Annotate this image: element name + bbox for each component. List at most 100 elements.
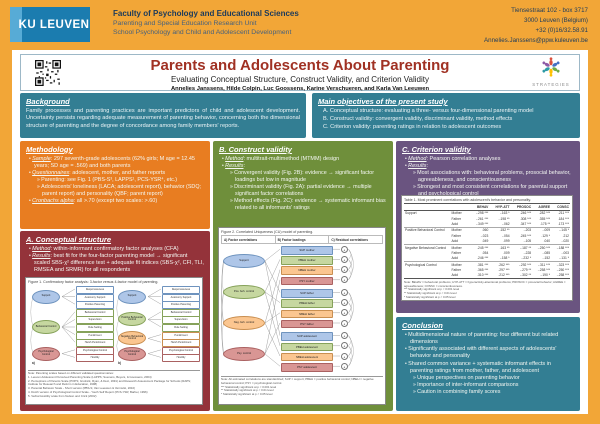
indicator-box: Supervision <box>76 316 114 325</box>
sub-bullet-text: Importance of inter-informant comparison… <box>417 381 519 388</box>
manifest-box: NBEH father <box>281 309 333 319</box>
bullet-item: • Method: multitrait-multimethod (MTMM) … <box>219 156 387 163</box>
text-line: 2. Perceptions of Parents Scale (POPS; G… <box>28 378 191 387</box>
residual-circle: e <box>341 309 348 317</box>
bullet-lead: Method <box>32 246 51 252</box>
bullet-text: Significantly associated with different … <box>408 346 557 360</box>
text-line: B. Construct validity: convergent validi… <box>323 115 513 122</box>
conclusion-section: Conclusion • Multidimensional nature of … <box>396 317 580 411</box>
bullet-item: • Method: Pearson correlation analyses <box>402 156 574 163</box>
bullet-lead: Questionnaires <box>32 170 70 177</box>
construct-title: B. Construct validity <box>219 145 292 154</box>
criterion-title: C. Criterion validity <box>402 145 471 154</box>
sub-bullet-marker: » <box>37 177 42 184</box>
sub-bullet-text: Convergent validity (Fig. 2B): evidence … <box>234 170 375 184</box>
sub-bullet-marker: » <box>413 388 418 395</box>
table1-container: BEHAV HYP-ATT PROSOC AGREE CONSC Support Mothe… <box>404 203 570 280</box>
bullet-marker: • <box>29 198 33 205</box>
residual-circle: e <box>341 352 348 360</box>
indicator-box: Hostility <box>162 354 200 363</box>
conceptual-title: A. Conceptual structure <box>26 235 112 244</box>
sub-bullet-marker: » <box>413 184 418 191</box>
table-row: Father .054.009 -.228 -.085 -.003 <box>451 250 569 255</box>
manifest-box: PSY adolescent <box>281 363 333 372</box>
latent-oval: Pos. beh. control <box>223 285 265 299</box>
criterion-bullets: • Method: Pearson correlation analyses • … <box>402 156 574 198</box>
bullet-marker: • <box>405 346 409 353</box>
poster-subtitle: Evaluating Conceptual Structure, Constru… <box>171 75 429 84</box>
bullet-marker: • <box>29 156 33 162</box>
table-col-header: PROSOC <box>510 203 533 211</box>
sub-bullet-text: Most associations with: behavioral probl… <box>417 170 571 184</box>
residual-circle: e <box>341 288 348 296</box>
text-line: Note: BEHAV = behavioral problems; HYP-A… <box>404 279 566 288</box>
indicator-box: Harsh Punishment <box>162 339 200 348</box>
figure2-caption: Figure 2. Correlated Uniqueness (CU) mod… <box>221 230 314 234</box>
bullet-item: • Multidimensional nature of parenting: … <box>402 332 574 346</box>
indicator-box: Responsiveness <box>162 286 200 294</box>
kuleuven-logo-text: KU LEUVEN <box>18 18 90 31</box>
bullet-lead: Results <box>225 163 244 170</box>
manifest-box: NBEH mother <box>281 266 333 275</box>
bullet-marker: • <box>29 253 33 260</box>
table-col-header: HYP-ATT <box>489 203 511 211</box>
manifest-box: PBEH mother <box>281 256 333 265</box>
manifest-box: NBEH adolescent <box>281 352 333 362</box>
latent-oval: Neg. beh. control <box>223 316 265 330</box>
figure2-panel-a-label: A) Factor correlations <box>222 236 276 243</box>
residual-circle: e <box>341 319 348 327</box>
bullet-text: : adolescent, mother, and father reports <box>69 170 166 177</box>
model-label: b) <box>118 361 122 365</box>
text-line: 5. Verbal Hostility scale from Nelson an… <box>28 393 97 398</box>
bullet-text: : multitrait-multimethod (MTMM) design <box>243 156 340 162</box>
conclusion-bullets: • Multidimensional nature of parenting: … <box>402 332 574 396</box>
figure2-panel-headers: A) Factor correlations B) Factor loading… <box>221 235 383 244</box>
factor-oval: Positive Behavioral Control <box>118 312 146 327</box>
factor-oval: Psychological Control <box>118 346 146 361</box>
strategies-logo: STRATEGIES <box>529 56 573 87</box>
sub-bullet-item: » Most associations with: behavioral pro… <box>402 170 574 184</box>
manifest-box: PBEH father <box>281 299 333 308</box>
text-line: Tiensestraat 102 - box 3717 <box>511 7 588 14</box>
title-block: Parents and Adolescents About Parenting … <box>20 54 580 92</box>
indicator-box: Responsiveness <box>76 286 114 294</box>
indicator-box: Psychological Control <box>162 346 200 355</box>
conceptual-structure-section: A. Conceptual structure • Method: within… <box>20 231 210 411</box>
bullet-marker: • <box>405 156 409 162</box>
manifest-box: SUP mother <box>281 246 333 255</box>
sub-bullet-marker: » <box>230 198 235 205</box>
table-row: Adol .310 *** .212 *** -.302 ** -.190 * -.258… <box>404 272 570 280</box>
text-line: * Statistically significant at p < 0.05 … <box>404 295 456 300</box>
sub-bullet-text: Method effects (Fig. 2C): evidence → sys… <box>234 198 386 212</box>
background-text: Family processes and parenting practices… <box>26 108 300 129</box>
bullet-lead: Cronbachs alpha <box>32 198 74 205</box>
objectives-section: Main objectives of the present study A. … <box>312 93 580 138</box>
text-line: 3000 Leuven (Belgium) <box>524 16 588 24</box>
faculty-name: Faculty of Psychology and Educational Sc… <box>113 9 299 18</box>
correlation-table: BEHAV HYP-ATT PROSOC AGREE CONSC Support Mothe… <box>404 203 570 280</box>
methodology-section: Methodology • Sample: 297 seventh-grade … <box>20 141 210 229</box>
bullet-item: • Significantly associated with differen… <box>402 346 574 360</box>
sub-bullet-item: » Unique perspectives on parenting behav… <box>402 375 574 382</box>
text-line: ** Statistically significant at p < 0.01… <box>221 388 274 393</box>
indicator-box: Supervision <box>162 316 200 325</box>
model-label: a) <box>32 361 35 365</box>
sub-bullet-item: » Convergent validity (Fig. 2B): evidenc… <box>219 170 387 184</box>
indicator-box: Harsh Punishment <box>76 339 114 348</box>
table1-caption: Table 1. Most prominent correlations wit… <box>404 198 532 202</box>
faculty-block: Faculty of Psychology and Educational Sc… <box>113 9 299 36</box>
residual-circle: e <box>341 342 348 350</box>
table-row: Father -.023 -.054.245 *** .129 * .212 <box>451 233 569 238</box>
school-name: School Psychology and Child and Adolesce… <box>113 28 292 36</box>
text-line: +32 (0)16/32.58.91 <box>535 26 588 34</box>
table-row: Psychological Control Mother .381 *** .262 … <box>404 260 570 268</box>
text-line: * Statistically significant at p < 0.05 … <box>221 392 273 397</box>
text-line: C. Criterion validity: parenting ratings… <box>323 123 502 130</box>
figure2-panel-c-label: C) Residual correlations <box>331 237 369 242</box>
indicator-box: Behavioral Control <box>76 308 114 317</box>
table-row: Father -.261 *** -.198 ** .308 *** .355 ***.… <box>451 216 569 221</box>
construct-bullets: • Method: multitrait-multimethod (MTMM) … <box>219 156 387 212</box>
conclusion-title: Conclusion <box>402 321 443 330</box>
methodology-bullets: • Sample: 297 seventh-grade adolescents … <box>26 156 204 206</box>
bullet-item: • Cronbachs alpha: all >.70 (except two … <box>26 198 204 205</box>
